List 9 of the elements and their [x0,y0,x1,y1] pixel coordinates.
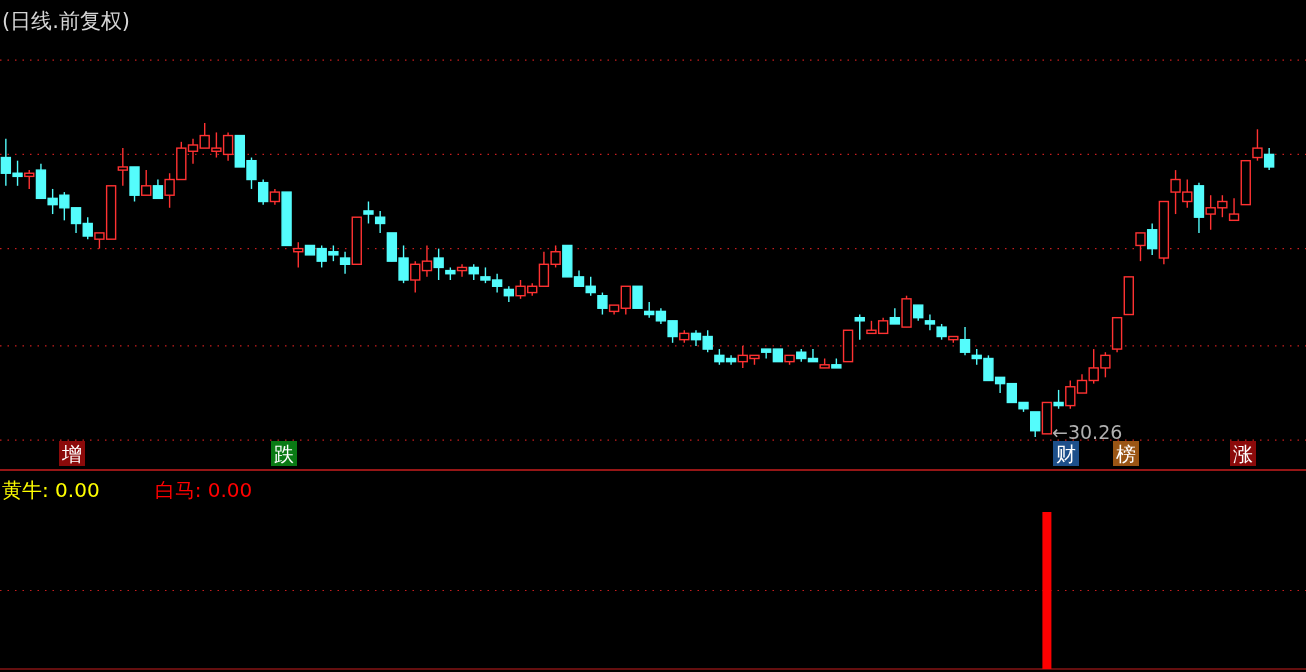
legend-label: 黄牛: 0.00 [2,478,100,502]
annotation: ←30.26 [1052,421,1123,443]
text: 财 [1056,442,1076,466]
text: 榜 [1116,442,1136,466]
chart-title: (日线.前复权) [2,9,131,33]
text: 白马: 0.00 [154,478,253,502]
text: 跌 [274,442,294,466]
text: 增 [61,442,82,466]
text: 涨 [1233,442,1253,466]
